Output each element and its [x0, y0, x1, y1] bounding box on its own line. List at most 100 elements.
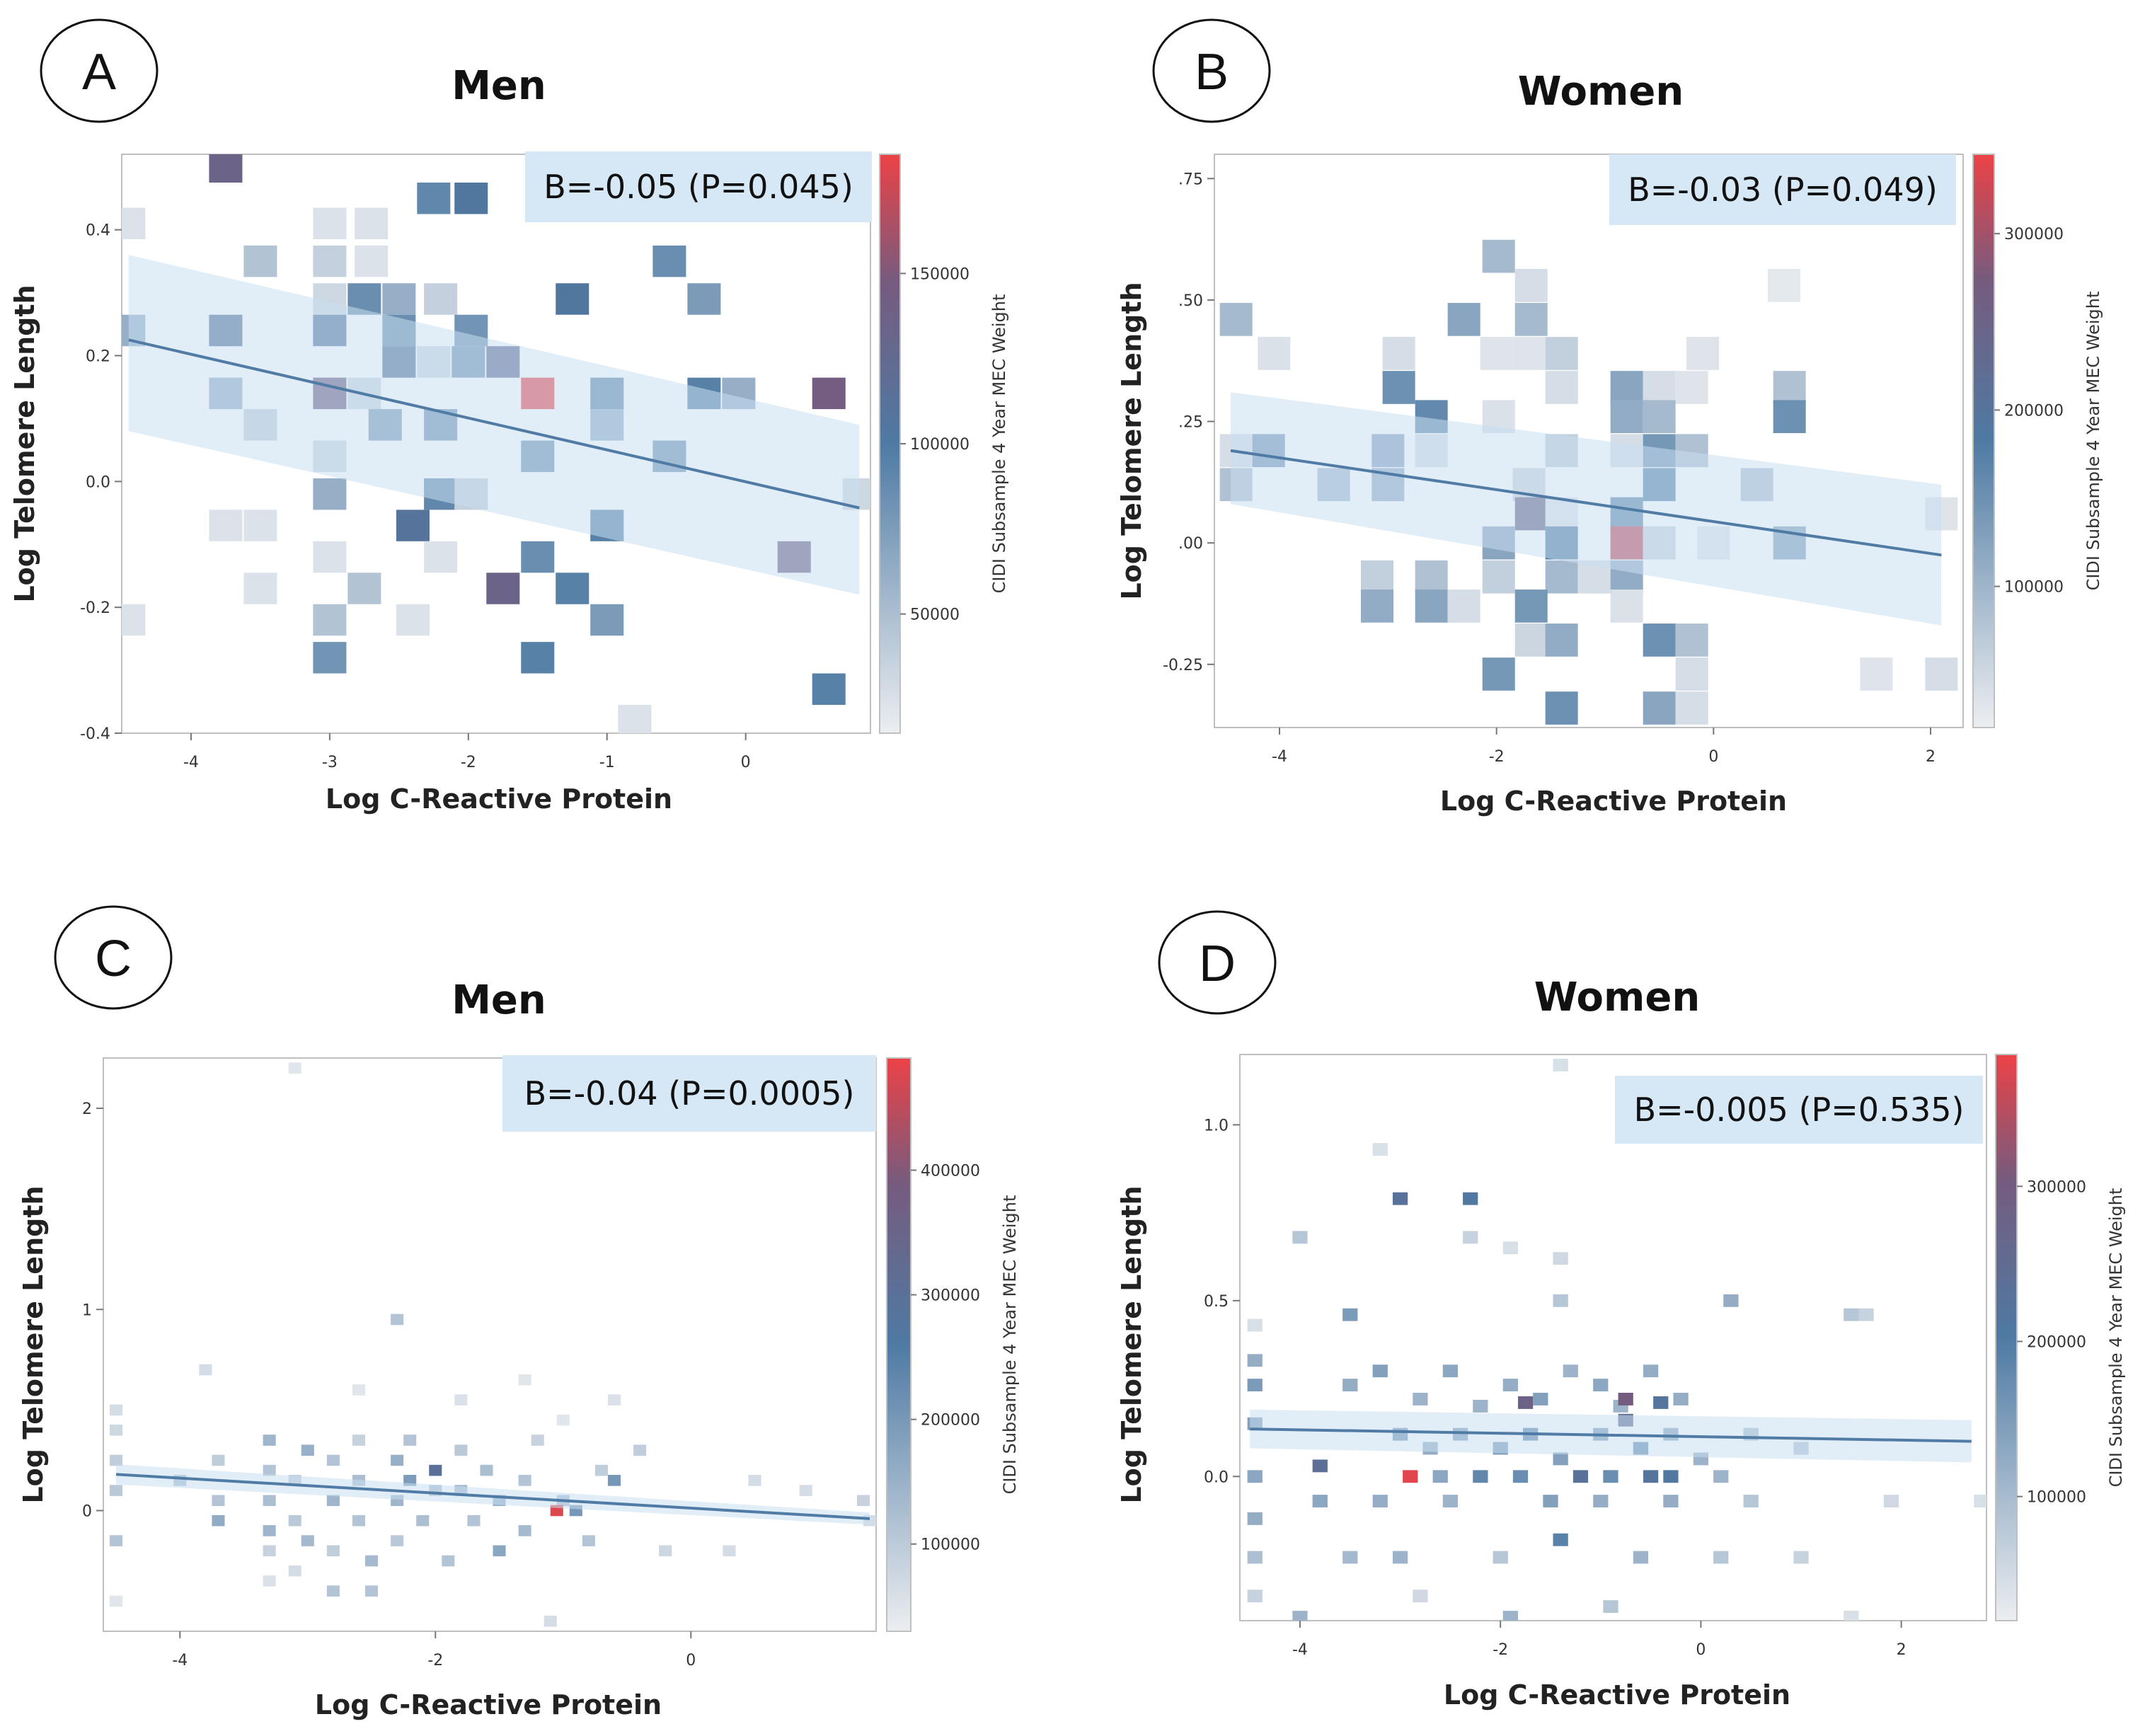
- heatmap-cell: [1292, 1611, 1308, 1621]
- heatmap-cell: [1312, 1459, 1328, 1473]
- heatmap-cell: [1382, 337, 1415, 370]
- heatmap-cell: [1643, 691, 1676, 725]
- y-tick-label: .25: [1178, 414, 1203, 432]
- heatmap-cell: [1514, 269, 1548, 302]
- colorbar-tick-label: 100000: [910, 436, 970, 454]
- annotation-box: [1609, 154, 1956, 225]
- heatmap-cell: [391, 1314, 404, 1326]
- heatmap-cell: [1292, 1231, 1308, 1244]
- colorbar-tick-label: 50000: [910, 607, 960, 624]
- heatmap-cell: [521, 541, 555, 573]
- heatmap-cell: [454, 183, 488, 214]
- annotation-box: [525, 151, 872, 222]
- heatmap-cell: [1675, 623, 1708, 657]
- heatmap-cell: [1860, 657, 1893, 691]
- heatmap-cell: [209, 510, 243, 541]
- heatmap-cell: [1342, 1379, 1358, 1392]
- y-tick-label: -0.25: [1163, 657, 1203, 674]
- heatmap-cell: [352, 1435, 366, 1446]
- x-tick-label: 0: [741, 754, 751, 771]
- heatmap-cell: [1247, 1318, 1263, 1332]
- heatmap-cell: [1463, 1192, 1478, 1205]
- heatmap-cell: [1482, 239, 1515, 273]
- heatmap-cell: [1553, 1533, 1568, 1546]
- heatmap-cell: [518, 1525, 531, 1536]
- annotation-box: [1615, 1076, 1983, 1144]
- annotation-text: B=-0.04 (P=0.0005): [524, 1074, 855, 1113]
- colorbar-tick-label: 200000: [2004, 402, 2064, 420]
- heatmap-cell: [301, 1535, 314, 1546]
- panel-letter: D: [1199, 936, 1236, 992]
- heatmap-cell: [480, 1464, 493, 1476]
- heatmap-cell: [1415, 560, 1448, 594]
- heatmap-cell: [263, 1435, 276, 1446]
- heatmap-cell: [347, 573, 381, 604]
- heatmap-cell: [122, 604, 146, 636]
- heatmap-cell: [110, 1404, 123, 1416]
- panel-letter-circle: [1158, 910, 1277, 1015]
- plot-content: [1219, 239, 1958, 725]
- colorbar: [1972, 154, 1995, 728]
- heatmap-cell: [531, 1435, 544, 1446]
- heatmap-cell: [1392, 1192, 1408, 1205]
- heatmap-cell: [212, 1454, 225, 1466]
- heatmap-cell: [1533, 1393, 1548, 1406]
- heatmap-cell: [1610, 371, 1643, 404]
- heatmap-cell: [288, 1565, 301, 1577]
- heatmap-cell: [209, 154, 243, 183]
- heatmap-cell: [313, 245, 347, 277]
- colorbar-tick-label: 200000: [2027, 1333, 2086, 1351]
- confidence-band: [1231, 392, 1942, 626]
- x-tick-label: -3: [322, 754, 338, 771]
- heatmap-cell: [1247, 1470, 1263, 1483]
- heatmap-cell: [1247, 1379, 1263, 1392]
- panel-letter: A: [82, 44, 116, 100]
- plot-content: [122, 154, 870, 733]
- heatmap-cell: [607, 1394, 621, 1406]
- heatmap-cell: [1563, 1364, 1578, 1378]
- x-tick-label: -2: [1493, 1641, 1508, 1659]
- heatmap-cell: [1512, 337, 1546, 370]
- heatmap-cell: [1517, 1396, 1534, 1409]
- heatmap-cell: [723, 1545, 736, 1557]
- heatmap-cell: [263, 1464, 276, 1476]
- chart-title: Women: [1518, 69, 1684, 115]
- panel-letter: B: [1195, 44, 1229, 100]
- plot-area: [1239, 1054, 1987, 1621]
- heatmap-cell: [1643, 371, 1676, 404]
- heatmap-cell: [1372, 1143, 1388, 1156]
- panel-letter-circle: [54, 905, 173, 1010]
- heatmap-cell: [1925, 657, 1958, 691]
- heatmap-cell: [1844, 1611, 1859, 1621]
- colorbar-tick-label: 300000: [2027, 1178, 2086, 1196]
- y-tick-label: .75: [1178, 171, 1203, 188]
- heatmap-cell: [326, 1495, 340, 1507]
- heatmap-cell: [1514, 623, 1548, 657]
- heatmap-cell: [1723, 1294, 1739, 1307]
- y-tick-label: .50: [1178, 292, 1203, 310]
- heatmap-cell: [467, 1514, 481, 1527]
- heatmap-cell: [243, 573, 277, 604]
- heatmap-cell: [856, 1495, 870, 1507]
- heatmap-cell: [1480, 337, 1513, 370]
- heatmap-cell: [1502, 1611, 1518, 1621]
- panels: A Men -4 -3 -2 -1 0 -0.4 -0.2 0.0 0.2 0.4 Log C-Reac…: [9, 18, 2126, 1720]
- heatmap-cell: [1415, 590, 1448, 623]
- heatmap-cell: [1545, 371, 1578, 404]
- heatmap-cell: [1543, 1495, 1558, 1507]
- plot-content: [1247, 1058, 1986, 1621]
- x-tick-label: -4: [183, 754, 199, 771]
- heatmap-cell: [1247, 1551, 1263, 1564]
- heatmap-cell: [313, 604, 347, 636]
- heatmap-cell: [1413, 1590, 1428, 1603]
- heatmap-cell: [1545, 623, 1578, 657]
- y-tick-label: 1: [82, 1301, 92, 1319]
- heatmap-cell: [799, 1485, 812, 1496]
- heatmap-cell: [212, 1495, 225, 1507]
- y-tick-label: -0.4: [80, 725, 110, 743]
- heatmap-cell: [1773, 371, 1806, 404]
- y-tick-label: .00: [1178, 535, 1203, 553]
- heatmap-cell: [521, 642, 555, 674]
- plot-area: [103, 1057, 877, 1632]
- heatmap-cell: [1372, 1495, 1388, 1507]
